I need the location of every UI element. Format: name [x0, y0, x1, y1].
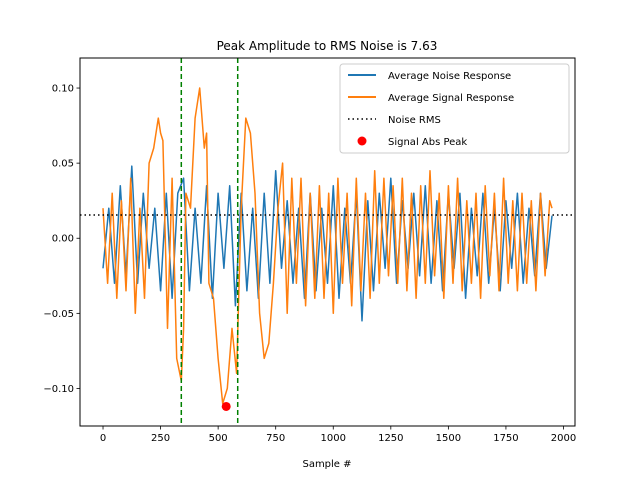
legend-entry: Average Noise Response: [348, 71, 511, 82]
series-line-2: [102, 87, 553, 405]
x-tick-label: 500: [209, 433, 228, 444]
legend-entry: Noise RMS: [348, 115, 441, 126]
x-tick-label: 250: [151, 433, 170, 444]
legend-label: Noise RMS: [388, 115, 441, 126]
data-layer: [80, 58, 575, 426]
legend-label: Average Noise Response: [388, 71, 511, 82]
series-line-1: [102, 165, 553, 322]
x-tick-label: 750: [266, 433, 285, 444]
y-tick-label: 0.05: [52, 159, 74, 170]
x-tick-label: 1000: [321, 433, 346, 444]
legend: Average Noise Response Average Signal Res…: [339, 63, 570, 154]
legend-box: [339, 63, 570, 154]
y-tick-label: −0.05: [43, 309, 74, 320]
x-axis-label: Sample #: [302, 459, 351, 470]
legend-label: Signal Abs Peak: [388, 137, 467, 148]
legend-entry: Average Signal Response: [348, 93, 514, 104]
legend-entry: Signal Abs Peak: [357, 136, 467, 148]
y-tick-label: 0.10: [52, 84, 74, 95]
y-tick-label: −0.10: [43, 384, 74, 395]
legend-label: Average Signal Response: [388, 93, 514, 104]
x-tick-label: 1250: [378, 433, 403, 444]
plot-area: 0 250 500 750 1000 1250 1500 1750 2000 −0.10 −0.05…: [43, 57, 576, 444]
signal-abs-peak-point: [221, 401, 231, 411]
legend-swatch-marker: [357, 136, 367, 146]
x-tick-label: 2000: [551, 433, 576, 444]
x-tick-label: 1500: [436, 433, 461, 444]
axes-frame: [79, 57, 576, 427]
y-tick-label: 0.00: [52, 234, 74, 245]
x-tick-label: 0: [100, 433, 106, 444]
chart-title: Peak Amplitude to RMS Noise is 7.63: [217, 39, 438, 53]
x-tick-label: 1750: [493, 433, 518, 444]
